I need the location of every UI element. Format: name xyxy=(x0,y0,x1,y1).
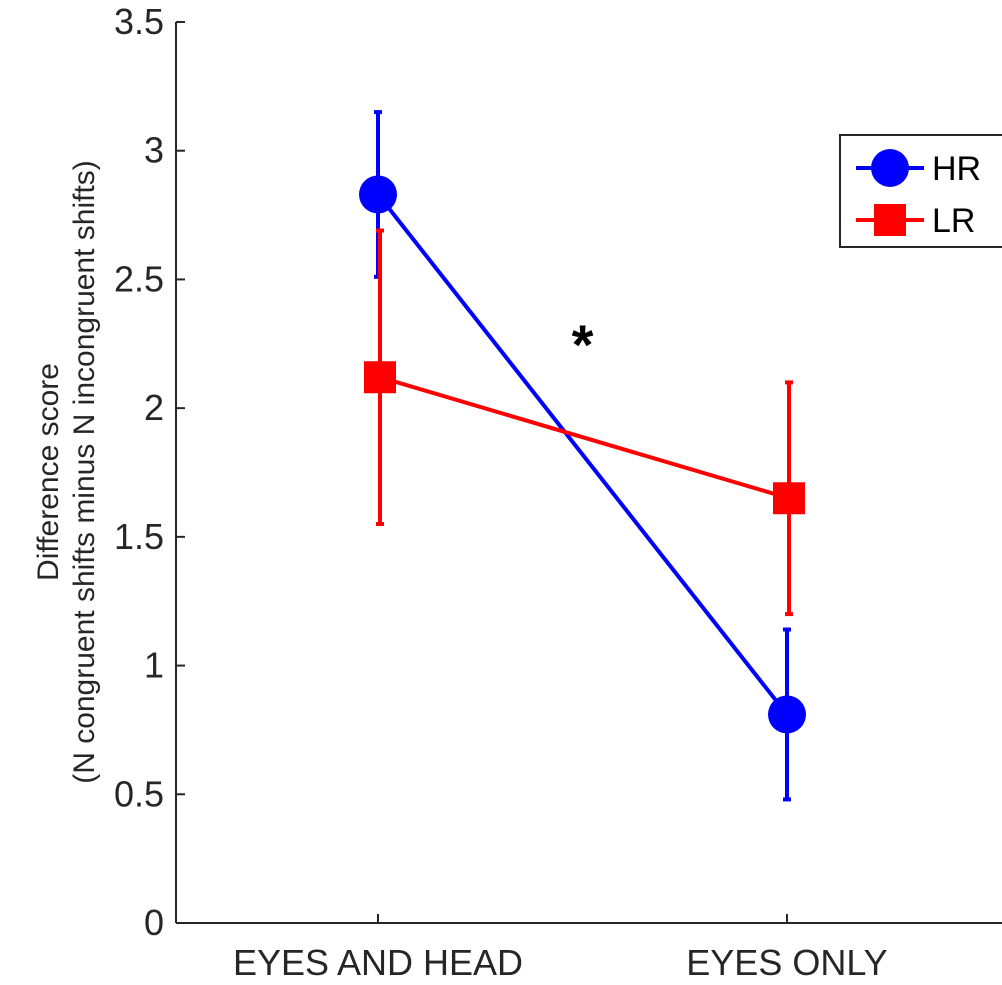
legend-marker xyxy=(871,149,909,187)
y-tick-label: 3 xyxy=(144,130,164,171)
y-tick-label: 0 xyxy=(144,902,164,943)
series-line xyxy=(376,193,789,716)
x-tick-label: EYES AND HEAD xyxy=(233,942,523,983)
significance-marker: * xyxy=(572,313,594,376)
legend-entry: HR xyxy=(856,149,981,188)
axes xyxy=(175,22,1002,924)
y-tick-label: 1.5 xyxy=(114,516,164,557)
x-tick-label: EYES ONLY xyxy=(686,942,887,983)
y-tick-label: 2.5 xyxy=(114,258,164,299)
data-point xyxy=(359,175,397,214)
annotation-layer: * xyxy=(572,313,594,376)
series-line xyxy=(379,375,790,501)
y-axis-label: Difference score (N congruent shifts min… xyxy=(32,160,101,784)
y-tick-label: 1 xyxy=(144,645,164,686)
legend-entry: LR xyxy=(856,202,975,240)
series-layer xyxy=(359,110,806,802)
data-point xyxy=(364,361,396,394)
legend: HR LR xyxy=(839,134,1002,248)
y-axis-label-line2: (N congruent shifts minus N incongruent … xyxy=(68,160,101,784)
y-tick-label: 0.5 xyxy=(114,773,164,814)
y-axis-label-line1: Difference score xyxy=(32,363,65,581)
series-lr xyxy=(364,228,805,617)
y-tick-label: 3.5 xyxy=(114,1,164,42)
data-point xyxy=(768,695,806,734)
legend-label: LR xyxy=(932,202,975,240)
y-tick-label: 2 xyxy=(144,387,164,428)
series-hr xyxy=(359,110,806,802)
x-ticks: EYES AND HEAD EYES ONLY xyxy=(233,914,888,983)
y-ticks: 0 0.5 1 1.5 2 2.5 3 3.5 xyxy=(114,1,185,943)
data-point xyxy=(773,482,805,515)
legend-box xyxy=(839,134,1002,248)
legend-label: HR xyxy=(932,150,981,188)
legend-marker xyxy=(874,204,906,236)
